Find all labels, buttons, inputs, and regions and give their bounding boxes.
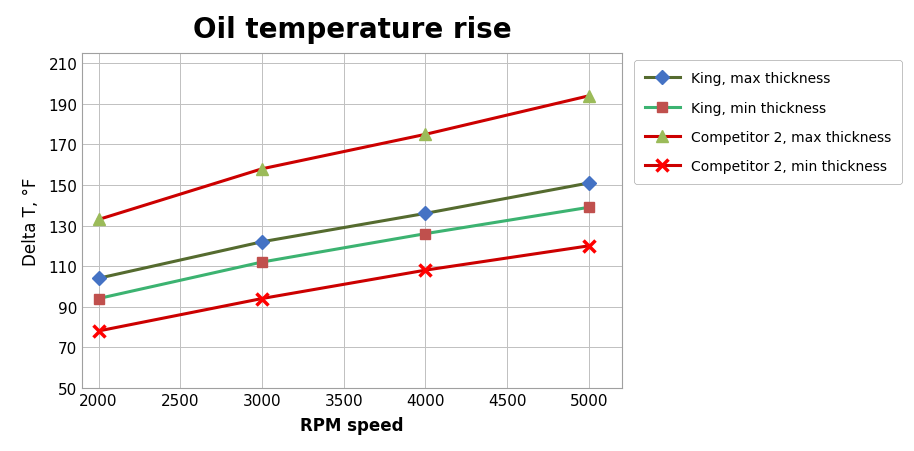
Legend: King, max thickness, King, min thickness, Competitor 2, max thickness, Competito: King, max thickness, King, min thickness… xyxy=(633,61,902,185)
Y-axis label: Delta T, °F: Delta T, °F xyxy=(22,177,40,265)
Title: Oil temperature rise: Oil temperature rise xyxy=(193,15,511,43)
X-axis label: RPM speed: RPM speed xyxy=(300,416,404,434)
